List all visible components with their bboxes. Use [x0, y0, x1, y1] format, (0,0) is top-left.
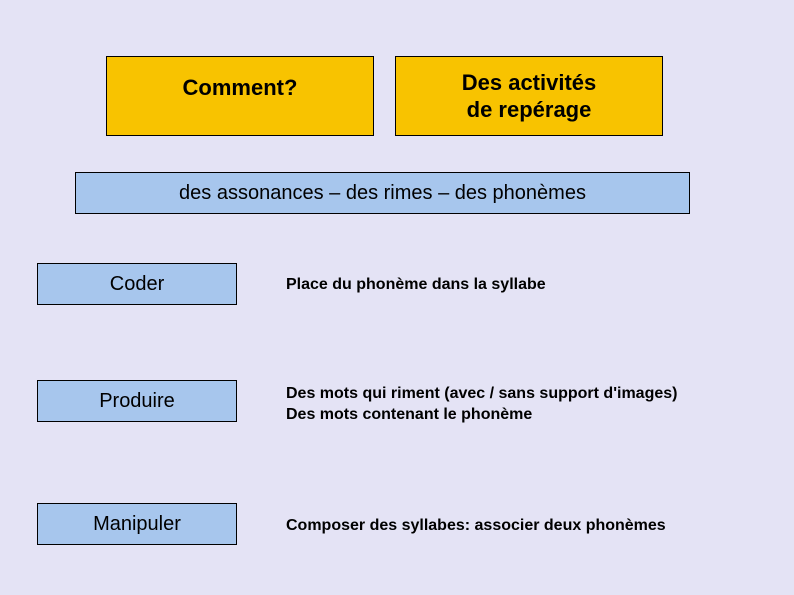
header-question-text: Comment? — [183, 75, 298, 101]
row-label-coder: Coder — [37, 263, 237, 305]
header-activities-line2: de repérage — [462, 96, 597, 124]
banner-box: des assonances – des rimes – des phonème… — [75, 172, 690, 214]
row-desc-coder: Place du phonème dans la syllabe — [286, 275, 756, 296]
banner-text: des assonances – des rimes – des phonème… — [179, 182, 586, 205]
row-desc-produire-line2: Des mots contenant le phonème — [286, 406, 532, 423]
row-desc-produire-line1: Des mots qui riment (avec / sans support… — [286, 385, 677, 402]
header-activities-text: Des activités de repérage — [462, 69, 597, 124]
row-desc-coder-text: Place du phonème dans la syllabe — [286, 276, 546, 293]
row-label-coder-text: Coder — [110, 273, 164, 296]
row-label-produire: Produire — [37, 380, 237, 422]
header-box-activities: Des activités de repérage — [395, 56, 663, 136]
row-label-manipuler-text: Manipuler — [93, 513, 181, 536]
header-box-question: Comment? — [106, 56, 374, 136]
header-activities-line1: Des activités — [462, 69, 597, 97]
row-desc-manipuler-text: Composer des syllabes: associer deux pho… — [286, 517, 666, 534]
row-desc-manipuler: Composer des syllabes: associer deux pho… — [286, 516, 756, 537]
row-label-produire-text: Produire — [99, 390, 175, 413]
row-desc-produire: Des mots qui riment (avec / sans support… — [286, 384, 756, 426]
row-label-manipuler: Manipuler — [37, 503, 237, 545]
